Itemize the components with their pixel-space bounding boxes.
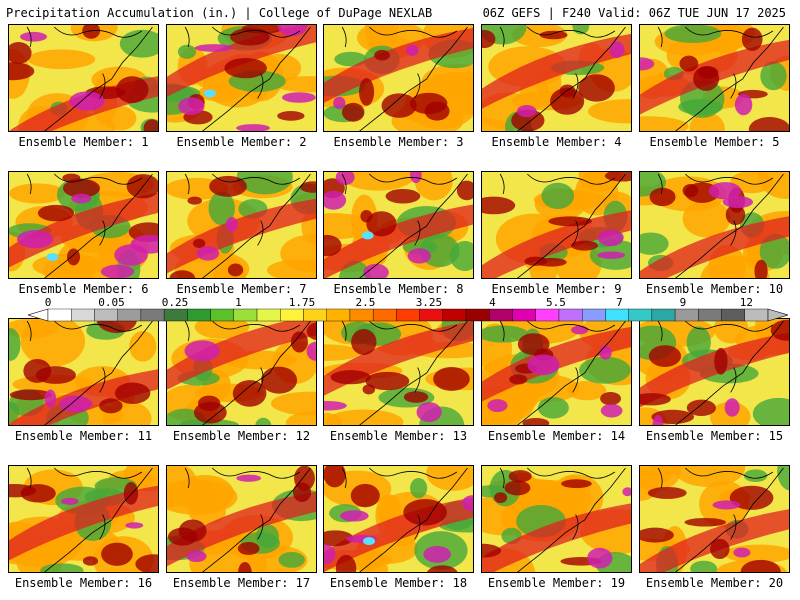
legend-tick: 12 [739, 296, 754, 309]
precip-field-11 [9, 319, 158, 425]
precip-field-19 [482, 466, 631, 572]
member-map-6 [8, 171, 159, 279]
precip-field-4 [482, 25, 631, 131]
legend-tick: 1 [235, 296, 242, 309]
member-label-15: Ensemble Member: 15 [645, 429, 784, 443]
member-map-11 [8, 318, 159, 426]
legend-tick: 5.5 [545, 296, 566, 309]
legend-color-bar [28, 308, 788, 322]
member-map-16 [8, 465, 159, 573]
legend-tick: 0.05 [98, 296, 125, 309]
member-map-8 [323, 171, 474, 279]
member-label-18: Ensemble Member: 18 [329, 576, 468, 590]
precip-field-1 [9, 25, 158, 131]
member-label-5: Ensemble Member: 5 [649, 135, 780, 149]
legend-tick: 9 [679, 296, 687, 309]
legend-tick: 1.75 [288, 296, 316, 309]
member-label-9: Ensemble Member: 9 [491, 282, 622, 296]
member-map-18 [323, 465, 474, 573]
precip-field-10 [640, 172, 789, 278]
run-valid-info: 06Z GEFS | F240 Valid: 06Z TUE JUN 17 20… [482, 6, 786, 20]
member-label-14: Ensemble Member: 14 [487, 429, 626, 443]
precip-field-7 [167, 172, 316, 278]
member-map-15 [639, 318, 790, 426]
precip-field-16 [9, 466, 158, 572]
map-title: Precipitation Accumulation (in.) | Colle… [6, 6, 433, 20]
precip-field-18 [324, 466, 473, 572]
member-map-20 [639, 465, 790, 573]
legend-tick: 2.5 [355, 296, 376, 309]
member-map-7 [166, 171, 317, 279]
member-label-13: Ensemble Member: 13 [329, 429, 468, 443]
member-label-3: Ensemble Member: 3 [333, 135, 464, 149]
member-map-2 [166, 24, 317, 132]
member-map-10 [639, 171, 790, 279]
member-map-9 [481, 171, 632, 279]
member-label-17: Ensemble Member: 17 [172, 576, 311, 590]
member-label-10: Ensemble Member: 10 [645, 282, 784, 296]
member-map-4 [481, 24, 632, 132]
precip-field-15 [640, 319, 789, 425]
precip-field-12 [167, 319, 316, 425]
member-label-6: Ensemble Member: 6 [18, 282, 149, 296]
legend-tick: 4 [489, 296, 496, 309]
precip-field-2 [167, 25, 316, 131]
member-label-20: Ensemble Member: 20 [645, 576, 784, 590]
legend-tick: 0.25 [161, 296, 189, 309]
precip-field-20 [640, 466, 789, 572]
member-label-1: Ensemble Member: 1 [18, 135, 149, 149]
member-label-4: Ensemble Member: 4 [491, 135, 622, 149]
legend-tick: 0 [44, 296, 52, 309]
member-label-11: Ensemble Member: 11 [14, 429, 153, 443]
member-label-2: Ensemble Member: 2 [176, 135, 307, 149]
precip-field-14 [482, 319, 631, 425]
member-map-3 [323, 24, 474, 132]
legend-tick: 3.25 [415, 296, 443, 309]
member-label-12: Ensemble Member: 12 [172, 429, 311, 443]
member-map-14 [481, 318, 632, 426]
member-map-19 [481, 465, 632, 573]
precip-field-13 [324, 319, 473, 425]
member-map-12 [166, 318, 317, 426]
precip-field-5 [640, 25, 789, 131]
member-label-16: Ensemble Member: 16 [14, 576, 153, 590]
precipitation-color-legend: 0 0.05 0.25 1 1.75 2.5 3.25 4 5.5 7 9 12 [28, 296, 788, 322]
precip-field-3 [324, 25, 473, 131]
precip-field-6 [9, 172, 158, 278]
member-label-8: Ensemble Member: 8 [333, 282, 464, 296]
member-map-1 [8, 24, 159, 132]
member-label-7: Ensemble Member: 7 [176, 282, 307, 296]
precip-field-9 [482, 172, 631, 278]
precip-field-8 [324, 172, 473, 278]
precip-field-17 [167, 466, 316, 572]
member-map-5 [639, 24, 790, 132]
member-map-13 [323, 318, 474, 426]
member-map-17 [166, 465, 317, 573]
legend-tick: 7 [616, 296, 623, 309]
member-label-19: Ensemble Member: 19 [487, 576, 626, 590]
